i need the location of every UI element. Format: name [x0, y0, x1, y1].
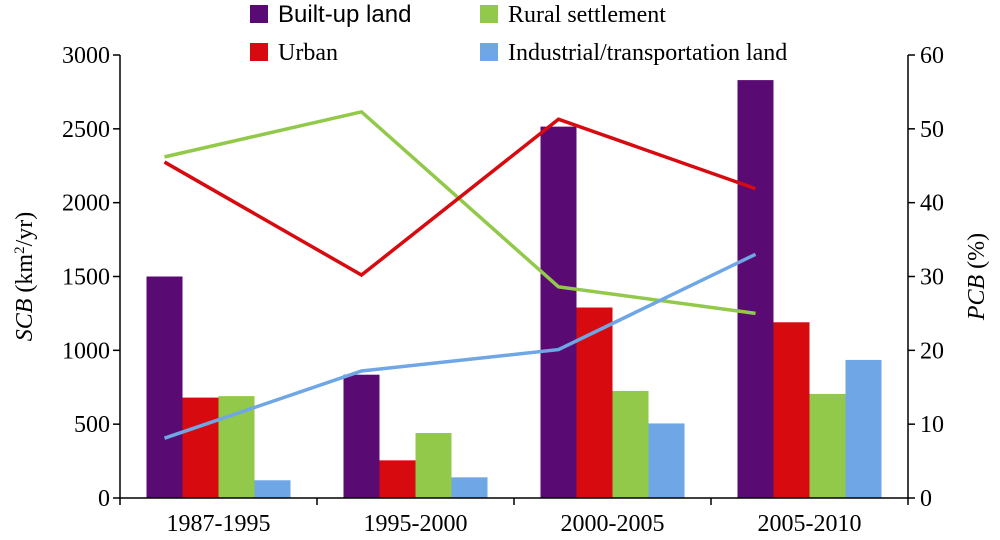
bar-industrial-transportation-land-1995-2000 [451, 477, 488, 498]
bar-built-up-land-2005-2010 [737, 80, 774, 498]
left-axis-title: SCB (km2/yr) [12, 212, 38, 342]
bar-industrial-transportation-land-2005-2010 [845, 359, 882, 498]
line-urban [163, 117, 757, 278]
left-tick-label: 1000 [62, 338, 110, 364]
axes: 0 500 1000 1500 2000 2500 3000 0 10 20 30 40 50 60 198… [62, 43, 944, 537]
bar-rural-settlement-2005-2010 [809, 393, 846, 498]
right-tick-label: 10 [920, 412, 944, 438]
bar-industrial-transportation-land-2000-2005 [648, 423, 685, 498]
legend-swatch-urban [250, 43, 268, 61]
legend-swatch-rural-settlement [480, 5, 498, 23]
bar-rural-settlement-1995-2000 [415, 433, 452, 498]
left-tick-label: 0 [98, 486, 110, 512]
legend-swatch-industrial-transportation-land [480, 43, 498, 61]
left-tick-label: 500 [74, 412, 110, 438]
bar-rural-settlement-2000-2005 [612, 390, 649, 498]
bar-industrial-transportation-land-1987-1995 [254, 480, 291, 498]
axis-titles: SCB (km2/yr) PCB (%) [12, 212, 990, 342]
line-industrial-transportation-land [163, 252, 757, 440]
left-tick-label: 2000 [62, 191, 110, 217]
legend: Built-up land Rural settlement Urban Indust… [250, 1, 787, 66]
legend-label-built-up-land: Built-up land [278, 1, 411, 28]
legend-swatch-built-up-land [250, 5, 268, 23]
bar-built-up-land-1987-1995 [146, 276, 183, 498]
bar-built-up-land-2000-2005 [540, 126, 577, 498]
right-tick-label: 40 [920, 191, 944, 217]
lines [163, 109, 757, 440]
x-tick-label: 1995-2000 [364, 511, 468, 537]
legend-label-urban: Urban [278, 40, 338, 66]
left-tick-label: 2500 [62, 117, 110, 143]
x-tick-label: 1987-1995 [167, 511, 271, 537]
legend-label-industrial-transportation-land: Industrial/transportation land [508, 40, 787, 66]
left-tick-label: 3000 [62, 43, 110, 69]
legend-label-rural-settlement: Rural settlement [508, 2, 666, 28]
right-tick-label: 50 [920, 117, 944, 143]
bar-urban-1987-1995 [182, 397, 219, 498]
right-tick-label: 20 [920, 338, 944, 364]
bar-built-up-land-1995-2000 [343, 374, 380, 498]
bars [146, 80, 882, 498]
right-axis-title: PCB (%) [964, 233, 990, 321]
bar-urban-2005-2010 [773, 322, 810, 498]
left-tick-label: 1500 [62, 265, 110, 291]
right-tick-label: 30 [920, 265, 944, 291]
x-tick-label: 2000-2005 [561, 511, 665, 537]
x-tick-label: 2005-2010 [758, 511, 862, 537]
bar-urban-2000-2005 [576, 307, 613, 498]
bar-rural-settlement-1987-1995 [218, 396, 255, 498]
right-tick-label: 0 [920, 486, 932, 512]
bar-urban-1995-2000 [379, 460, 416, 498]
right-tick-label: 60 [920, 43, 944, 69]
